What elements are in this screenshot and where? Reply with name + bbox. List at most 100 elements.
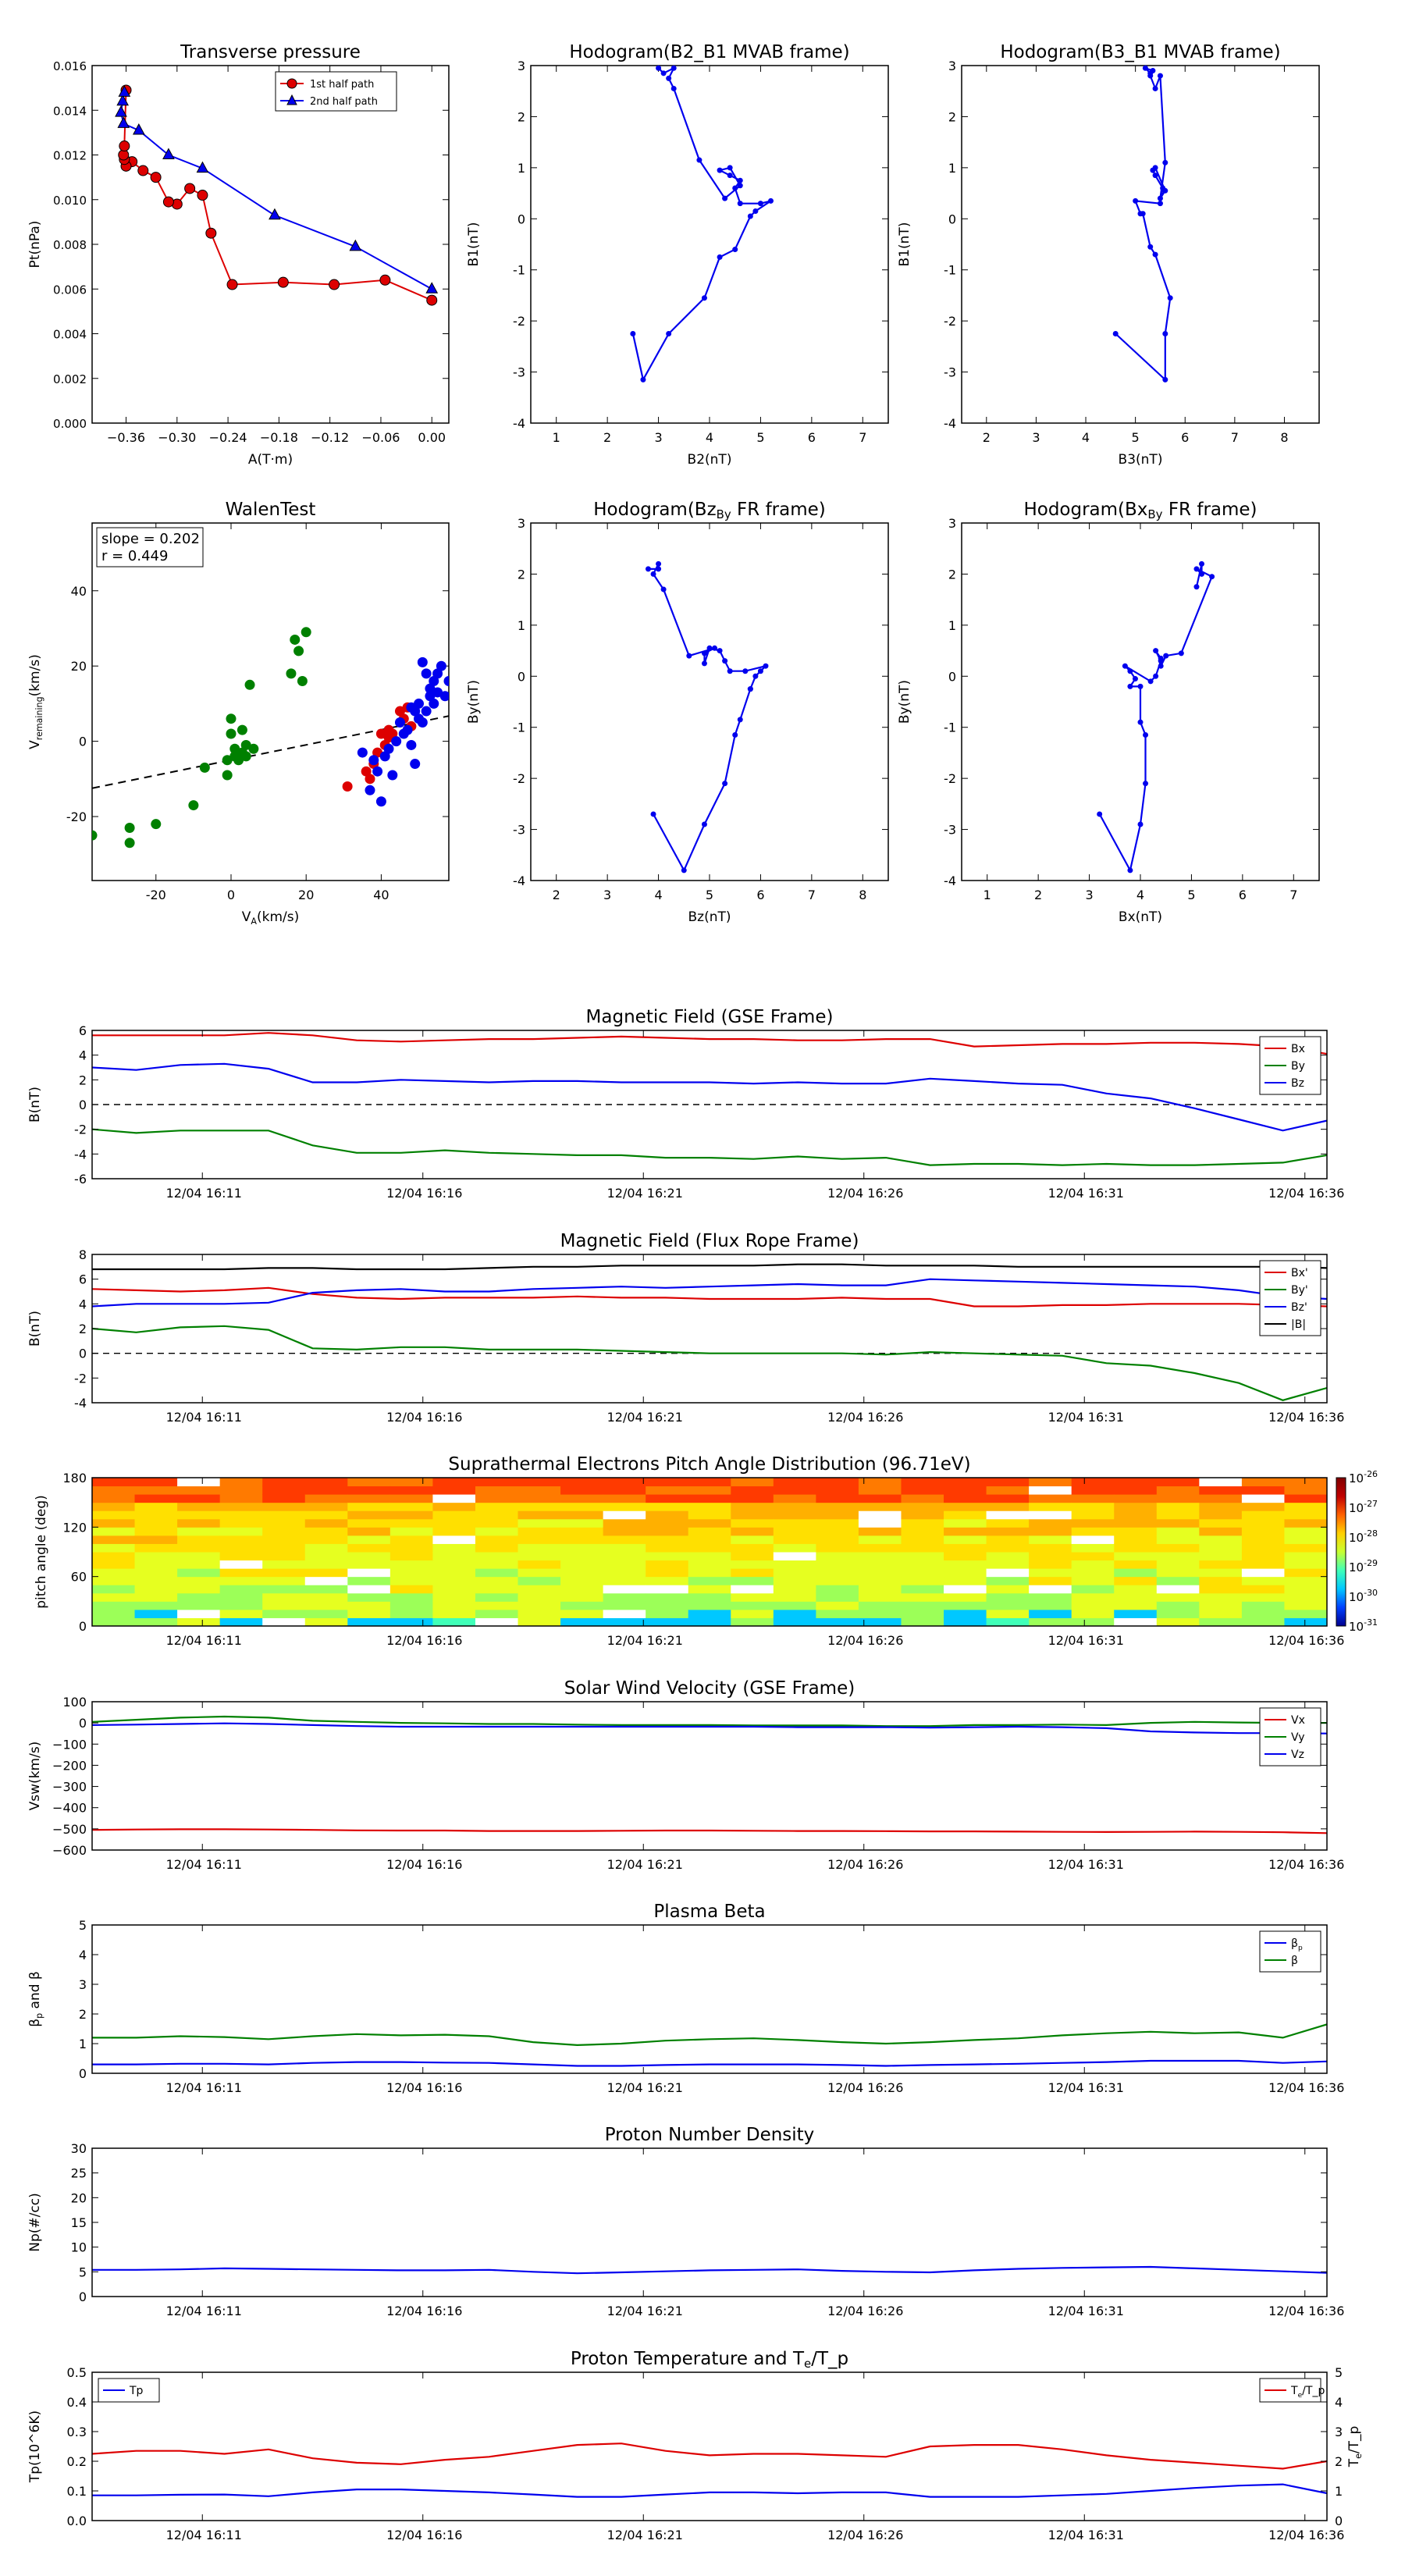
heatmap-cell bbox=[731, 1535, 774, 1544]
heatmap-cell bbox=[219, 1609, 263, 1618]
y-axis-label: B1(nT) bbox=[466, 222, 482, 267]
x-tick-label: 12/04 16:11 bbox=[166, 1857, 242, 1872]
heatmap-cell bbox=[646, 1585, 689, 1594]
heatmap-cell bbox=[219, 1568, 263, 1578]
series-line-Vy bbox=[92, 1715, 1327, 1727]
heatmap-cell bbox=[475, 1485, 519, 1495]
y-tick-label: 3 bbox=[948, 516, 956, 531]
heatmap-cell bbox=[858, 1494, 902, 1503]
plots-layer: Transverse pressure0.0000.0020.0040.0060… bbox=[27, 42, 1378, 2542]
heatmap-cell bbox=[1029, 1568, 1072, 1578]
heatmap-cell bbox=[1156, 1535, 1200, 1544]
legend-label: Vz bbox=[1291, 1749, 1304, 1761]
heatmap-cell bbox=[944, 1543, 987, 1553]
heatmap-cell bbox=[816, 1502, 859, 1511]
y-tick-label: 0 bbox=[79, 2066, 87, 2081]
panel-ts_np: Proton Number Density 0 5 10 15 20 25 30 Np(#/cc… bbox=[27, 2125, 1344, 2318]
heatmap-cell bbox=[432, 1568, 476, 1578]
chart-title: Hodogram(BxBy FR frame) bbox=[1023, 500, 1257, 521]
x-tick-label: 12/04 16:26 bbox=[827, 1410, 903, 1425]
legend-label: Bx' bbox=[1291, 1267, 1308, 1279]
legend-label: |B| bbox=[1291, 1318, 1306, 1331]
scatter-point bbox=[383, 743, 394, 754]
heatmap-cell bbox=[731, 1485, 774, 1495]
heatmap-cell bbox=[1199, 1601, 1243, 1610]
plot-area bbox=[92, 2443, 1327, 2498]
heatmap-cell bbox=[688, 1609, 731, 1618]
heatmap-cell bbox=[560, 1502, 604, 1511]
heatmap-cell bbox=[816, 1601, 859, 1610]
hodogram-point bbox=[1147, 70, 1154, 76]
heatmap-cell bbox=[1284, 1535, 1328, 1544]
heatmap-cell bbox=[688, 1552, 731, 1561]
heatmap-cell bbox=[1284, 1543, 1328, 1553]
heatmap-cell bbox=[134, 1585, 178, 1594]
y-tick-label: 0.002 bbox=[53, 372, 87, 386]
heatmap-cell bbox=[518, 1592, 561, 1602]
chart-title: Plasma Beta bbox=[653, 1902, 765, 1922]
data-point bbox=[150, 172, 162, 183]
heatmap-cell bbox=[646, 1518, 689, 1528]
scatter-point bbox=[124, 838, 135, 849]
hodogram-point bbox=[660, 586, 667, 592]
heatmap-cell bbox=[1071, 1552, 1115, 1561]
x-tick-label: 5 bbox=[756, 430, 764, 445]
heatmap-cell bbox=[177, 1576, 221, 1585]
heatmap-cell bbox=[262, 1601, 306, 1610]
x-tick-label: 12/04 16:16 bbox=[386, 1186, 462, 1201]
heatmap-cell bbox=[177, 1494, 221, 1503]
heatmap-cell bbox=[1199, 1535, 1243, 1544]
heatmap-cell bbox=[475, 1552, 519, 1561]
heatmap-cell bbox=[1114, 1585, 1158, 1594]
hodogram-point bbox=[1158, 663, 1164, 669]
heatmap-cell bbox=[347, 1617, 391, 1627]
heatmap-cell bbox=[646, 1535, 689, 1544]
heatmap-cell bbox=[603, 1527, 646, 1536]
y-tick-label: -1 bbox=[513, 720, 525, 735]
y-tick-label: 1 bbox=[518, 161, 525, 176]
y-axis-label: Tp(10^6K) bbox=[27, 2411, 43, 2483]
scatter-point bbox=[429, 675, 439, 686]
x-tick-label: 12/04 16:16 bbox=[386, 1857, 462, 1872]
heatmap-cell bbox=[219, 1478, 263, 1487]
scatter-point bbox=[387, 728, 398, 739]
y-tick-label: -3 bbox=[513, 365, 525, 380]
y-tick-label: 0.008 bbox=[53, 238, 87, 252]
scatter-point bbox=[372, 747, 383, 758]
series-line-By' bbox=[92, 1325, 1327, 1401]
hodogram-point bbox=[1112, 331, 1119, 336]
heatmap-cell bbox=[1156, 1560, 1200, 1569]
hodogram-point bbox=[727, 165, 733, 171]
panel-ts_fr: Magnetic Field (Flux Rope Frame) -4 -2 0 2 4 6… bbox=[27, 1231, 1344, 1425]
hodogram-point bbox=[1193, 566, 1200, 572]
heatmap-cell bbox=[986, 1502, 1030, 1511]
heatmap-cell bbox=[1029, 1535, 1072, 1544]
x-tick-label: 6 bbox=[808, 430, 816, 445]
heatmap-cell bbox=[603, 1576, 646, 1585]
heatmap-cell bbox=[518, 1585, 561, 1594]
chart-title: Solar Wind Velocity (GSE Frame) bbox=[564, 1678, 855, 1699]
heatmap-cell bbox=[986, 1527, 1030, 1536]
heatmap-cell bbox=[347, 1552, 391, 1561]
x-tick-label: 2 bbox=[603, 430, 611, 445]
heatmap-cell bbox=[92, 1494, 136, 1503]
scatter-point bbox=[410, 759, 421, 770]
x-tick-label: 2 bbox=[553, 888, 560, 902]
y-tick-label: -6 bbox=[74, 1172, 87, 1187]
scatter-point bbox=[421, 668, 432, 679]
heatmap-cell bbox=[688, 1494, 731, 1503]
series-line-1 bbox=[119, 92, 432, 290]
heatmap-cell bbox=[816, 1543, 859, 1553]
heatmap-cell bbox=[219, 1601, 263, 1610]
hodogram-point bbox=[737, 717, 743, 723]
y-tick-label: 120 bbox=[62, 1520, 87, 1535]
heatmap-cell bbox=[432, 1552, 476, 1561]
heatmap-cell bbox=[1284, 1502, 1328, 1511]
y2-tick-label: 0 bbox=[1335, 2514, 1343, 2528]
heatmap-cell bbox=[858, 1576, 902, 1585]
data-point bbox=[116, 94, 130, 106]
heatmap-cell bbox=[389, 1576, 433, 1585]
heatmap-cell bbox=[944, 1485, 987, 1495]
heatmap-cell bbox=[986, 1576, 1030, 1585]
